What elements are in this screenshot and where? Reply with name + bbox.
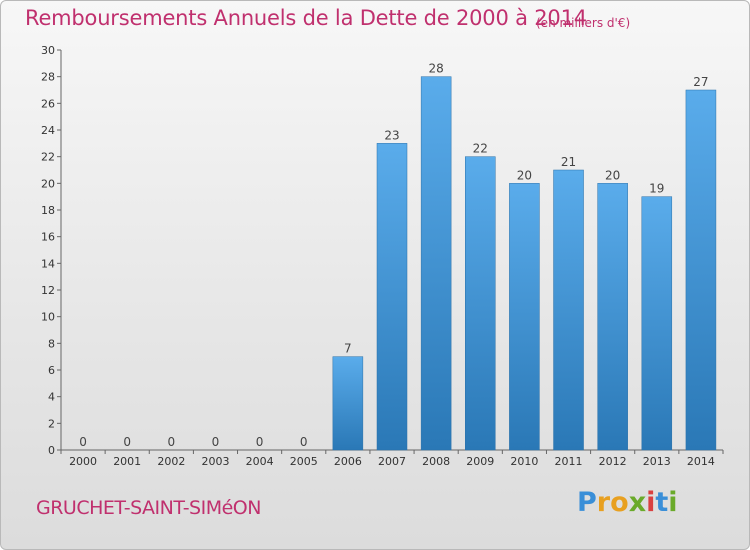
x-tick-label: 2007	[378, 455, 406, 468]
y-tick-label: 0	[48, 444, 55, 457]
x-tick-label: 2000	[69, 455, 97, 468]
data-label: 0	[168, 435, 176, 449]
y-tick-label: 12	[41, 284, 55, 297]
bar	[376, 143, 408, 451]
logo-letter: o	[610, 487, 629, 518]
y-tick-label: 18	[41, 204, 55, 217]
bar	[332, 356, 364, 451]
y-tick-label: 8	[48, 337, 55, 350]
data-label: 0	[123, 435, 131, 449]
data-label: 7	[344, 342, 352, 356]
x-tick-label: 2014	[687, 455, 715, 468]
logo-letter: x	[628, 487, 647, 518]
x-tick-label: 2003	[201, 455, 229, 468]
y-tick-label: 30	[41, 44, 55, 57]
y-tick-label: 16	[41, 231, 55, 244]
x-tick-label: 2004	[246, 455, 274, 468]
bar	[641, 196, 673, 451]
y-tick-label: 22	[41, 151, 55, 164]
x-tick-label: 2002	[157, 455, 185, 468]
data-label: 19	[649, 182, 664, 196]
chart-labels: 2000020010200202003020040200502006720072…	[69, 62, 715, 468]
data-label: 28	[428, 62, 443, 76]
x-tick-label: 2011	[555, 455, 583, 468]
bar	[553, 169, 584, 451]
bar	[597, 183, 628, 451]
x-tick-label: 2012	[599, 455, 627, 468]
y-tick-label: 4	[48, 391, 55, 404]
proxiti-logo: Proxiti	[577, 487, 678, 518]
data-label: 0	[256, 435, 264, 449]
x-tick-label: 2006	[334, 455, 362, 468]
chart-bars	[332, 76, 717, 451]
data-label: 21	[561, 155, 576, 169]
y-tick-label: 20	[41, 177, 55, 190]
data-label: 0	[79, 435, 87, 449]
y-tick-label: 26	[41, 97, 55, 110]
y-tick-label: 14	[41, 257, 55, 270]
data-label: 20	[605, 168, 620, 182]
x-tick-label: 2010	[510, 455, 538, 468]
x-tick-label: 2009	[466, 455, 494, 468]
chart-title: Remboursements Annuels de la Dette de 20…	[25, 6, 587, 30]
data-label: 20	[517, 168, 532, 182]
x-tick-label: 2001	[113, 455, 141, 468]
data-label: 0	[300, 435, 308, 449]
city-name: GRUCHET-SAINT-SIMéON	[36, 497, 261, 519]
logo-letter: r	[596, 487, 611, 518]
chart-unit: (en milliers d'€)	[536, 16, 631, 30]
y-tick-label: 28	[41, 71, 55, 84]
x-tick-label: 2008	[422, 455, 450, 468]
y-tick-label: 24	[41, 124, 55, 137]
bar	[685, 89, 717, 451]
bar	[465, 156, 496, 451]
bar	[420, 76, 452, 451]
logo-letter: t	[655, 487, 669, 518]
data-label: 27	[693, 75, 708, 89]
logo-letter: i	[668, 487, 678, 518]
data-label: 0	[212, 435, 220, 449]
y-tick-label: 6	[48, 364, 55, 377]
data-label: 23	[384, 128, 399, 142]
bar	[509, 183, 540, 451]
x-tick-label: 2013	[643, 455, 671, 468]
logo-letter: i	[646, 487, 656, 518]
x-tick-label: 2005	[290, 455, 318, 468]
logo-letter: P	[577, 487, 597, 518]
data-label: 22	[473, 142, 488, 156]
y-tick-label: 10	[41, 311, 55, 324]
y-tick-label: 2	[48, 417, 55, 430]
